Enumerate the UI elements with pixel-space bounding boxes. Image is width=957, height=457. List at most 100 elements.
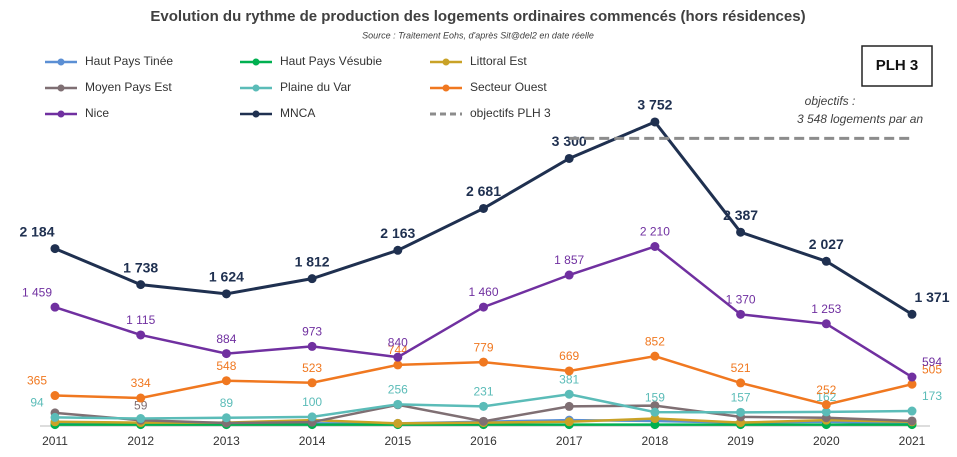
data-label: 3 300: [552, 133, 587, 149]
x-tick-label: 2021: [899, 434, 926, 448]
data-label: 1 253: [811, 302, 841, 316]
data-point: [136, 393, 146, 403]
data-label: 852: [645, 334, 665, 348]
data-label: 2 210: [640, 225, 670, 239]
legend-marker: [57, 84, 65, 92]
data-label: 594: [922, 355, 942, 369]
data-point: [564, 389, 574, 399]
data-label: 2 681: [466, 183, 501, 199]
data-point: [136, 330, 146, 340]
legend-label: Haut Pays Vésubie: [280, 54, 382, 68]
data-point: [50, 302, 60, 312]
x-tick-label: 2011: [42, 434, 68, 448]
data-point: [821, 400, 831, 410]
data-point: [50, 244, 60, 254]
data-point: [564, 153, 574, 163]
data-label: 157: [731, 390, 751, 404]
x-tick-label: 2018: [642, 434, 669, 448]
legend-label: Plaine du Var: [280, 80, 351, 94]
x-tick-label: 2017: [556, 434, 583, 448]
data-point: [393, 352, 403, 362]
data-label: 1 115: [126, 313, 155, 327]
data-label: 365: [27, 374, 47, 388]
data-label: 256: [388, 382, 408, 396]
data-label: 521: [731, 361, 751, 375]
data-point: [736, 227, 746, 237]
legend-label: Nice: [85, 106, 109, 120]
legend-marker: [252, 58, 260, 66]
data-point: [736, 309, 746, 319]
x-tick-label: 2012: [127, 434, 154, 448]
data-point: [307, 341, 317, 351]
data-label: 2 387: [723, 207, 758, 223]
data-point: [393, 418, 403, 428]
annotation: objectifs :: [805, 94, 856, 108]
data-point: [221, 349, 231, 359]
data-point: [221, 376, 231, 386]
data-point: [564, 366, 574, 376]
chart-title: Evolution du rythme de production des lo…: [150, 8, 805, 25]
data-label: 2 027: [809, 236, 844, 252]
data-point: [907, 416, 917, 426]
data-label: 523: [302, 361, 322, 375]
x-tick-label: 2020: [813, 434, 840, 448]
data-point: [907, 379, 917, 389]
data-point: [479, 203, 488, 213]
data-label: 159: [645, 390, 665, 404]
data-point: [479, 401, 488, 411]
legend-marker: [442, 84, 450, 92]
x-tick-label: 2015: [384, 434, 411, 448]
data-label: 1 460: [468, 285, 498, 299]
data-point: [564, 401, 574, 411]
data-point: [650, 242, 660, 251]
data-point: [393, 360, 403, 370]
data-point: [564, 270, 574, 280]
legend-label: Moyen Pays Est: [85, 80, 172, 94]
legend-label: Littoral Est: [470, 54, 527, 68]
data-label: 505: [922, 362, 942, 376]
data-label: 334: [131, 376, 151, 390]
data-point: [736, 378, 746, 388]
data-point: [479, 357, 488, 367]
badge: PLH 3: [876, 57, 919, 74]
data-point: [307, 378, 317, 388]
x-tick-label: 2019: [727, 434, 754, 448]
data-point: [736, 407, 746, 417]
data-point: [136, 280, 146, 290]
data-point: [393, 399, 403, 409]
data-point: [393, 245, 403, 255]
chart-subtitle: Source : Traitement Eohs, d'après Sit@de…: [362, 30, 594, 40]
data-point: [650, 351, 660, 361]
legend-label: Haut Pays Tinée: [85, 54, 173, 68]
data-label: 973: [302, 325, 322, 339]
legend-label: Secteur Ouest: [470, 80, 547, 94]
x-tick-label: 2016: [470, 434, 497, 448]
data-point: [907, 372, 917, 382]
legend-label: objectifs PLH 3: [470, 106, 551, 120]
data-point: [650, 414, 660, 424]
data-point: [650, 401, 660, 411]
data-label: 1 738: [123, 259, 158, 275]
x-tick-label: 2013: [213, 434, 240, 448]
data-label: 779: [473, 340, 493, 354]
data-point: [821, 407, 831, 417]
data-label: 89: [220, 396, 234, 410]
data-label: 100: [302, 395, 322, 409]
data-point: [907, 406, 917, 416]
badge-box: [861, 45, 933, 87]
legend-marker: [252, 84, 260, 92]
legend-marker: [57, 58, 65, 66]
data-point: [564, 417, 574, 427]
data-label: 1 371: [914, 289, 949, 305]
data-label: 2 163: [380, 225, 415, 241]
data-label: 1 459: [22, 285, 52, 299]
data-label: 381: [559, 372, 579, 386]
annotation: 3 548 logements par an: [797, 112, 923, 126]
data-point: [50, 391, 60, 401]
data-point: [821, 319, 831, 329]
legend-label: MNCA: [280, 106, 315, 120]
data-point: [650, 117, 660, 127]
data-label: 94: [30, 396, 44, 410]
data-label: 1 857: [554, 253, 584, 267]
